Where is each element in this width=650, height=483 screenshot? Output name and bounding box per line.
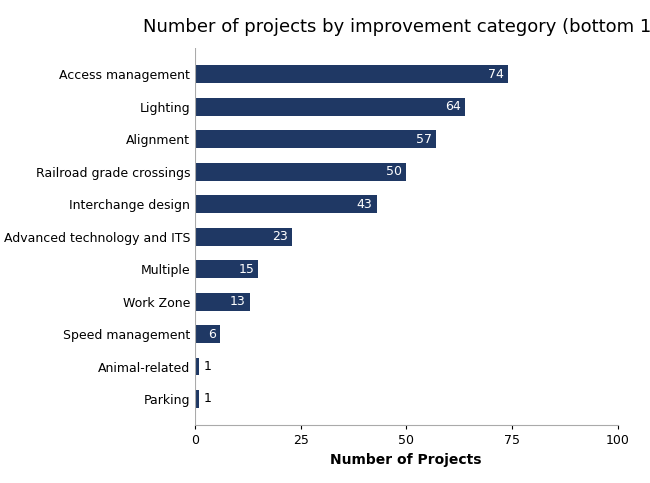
Text: 23: 23	[272, 230, 288, 243]
Text: 15: 15	[239, 263, 254, 276]
Bar	[195, 325, 220, 343]
X-axis label: Number of Projects: Number of Projects	[330, 453, 482, 467]
Text: 1: 1	[203, 393, 211, 406]
Bar	[195, 98, 465, 116]
Bar	[195, 260, 259, 278]
Text: 57: 57	[415, 133, 432, 146]
Text: 43: 43	[357, 198, 372, 211]
Bar	[195, 130, 436, 148]
Text: 1: 1	[203, 360, 211, 373]
Text: 64: 64	[445, 100, 461, 114]
Text: 13: 13	[230, 295, 246, 308]
Bar	[195, 195, 376, 213]
Bar	[195, 390, 199, 408]
Bar	[195, 293, 250, 311]
Text: 74: 74	[488, 68, 503, 81]
Bar	[195, 163, 406, 181]
Bar	[195, 228, 292, 245]
Bar	[195, 65, 508, 83]
Bar	[195, 357, 199, 375]
Text: 50: 50	[386, 165, 402, 178]
Title: Number of projects by improvement category (bottom 11): Number of projects by improvement catego…	[143, 18, 650, 36]
Text: 6: 6	[208, 327, 216, 341]
